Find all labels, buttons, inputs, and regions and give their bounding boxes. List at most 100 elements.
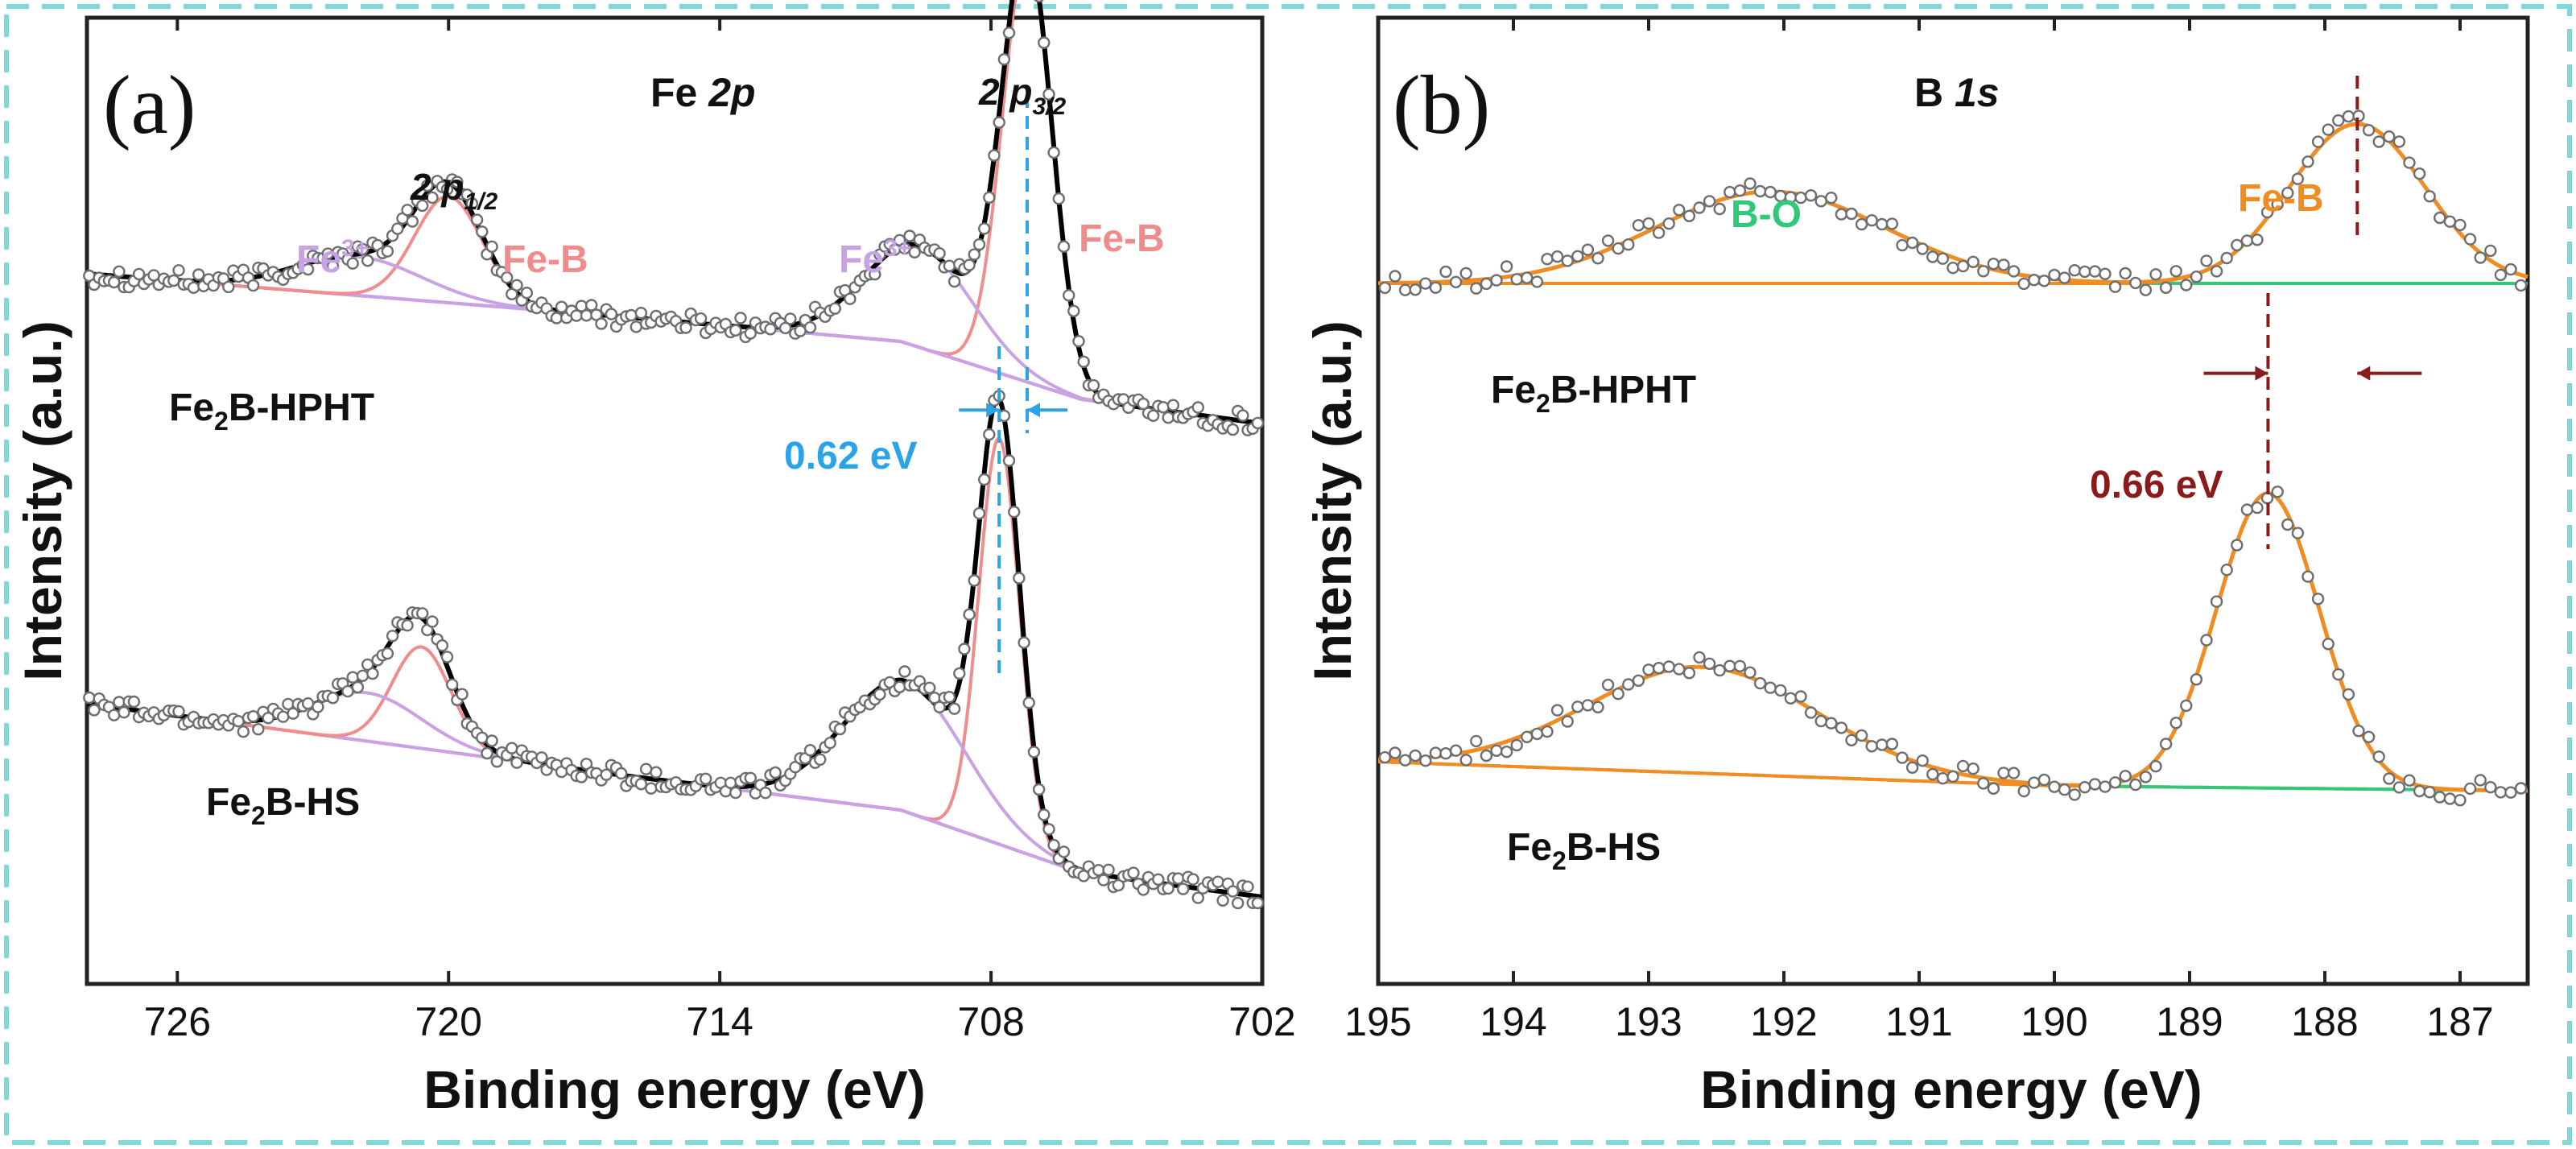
data-point (2313, 137, 2323, 147)
data-point (1552, 705, 1563, 716)
data-point (1999, 767, 2009, 778)
data-point (1847, 735, 1857, 746)
data-point (1461, 268, 1472, 279)
data-point (442, 651, 452, 662)
data-point (114, 267, 124, 277)
x-tick-label: 720 (415, 999, 482, 1044)
data-point (1492, 275, 1502, 286)
x-tick-label: 188 (2291, 999, 2358, 1044)
data-point (944, 261, 955, 271)
data-point (1038, 809, 1049, 820)
fe3-label-2p12: Fe3+ (296, 235, 369, 281)
data-point (1867, 215, 1877, 225)
data-point (2405, 775, 2415, 786)
data-point (949, 276, 960, 287)
data-point (935, 248, 945, 258)
data-point (770, 767, 781, 778)
data-point (522, 287, 532, 298)
shift-label-a: 0.62 eV (784, 435, 917, 477)
data-point (1907, 238, 1918, 248)
figure: 726 720 714 708 702 (a) Fe 2p 2 p3/2 2 p1/2 … (0, 0, 2576, 1149)
data-point (616, 768, 626, 779)
data-point (1168, 400, 1179, 411)
data-point (1623, 680, 1633, 690)
data-point (1958, 761, 1968, 771)
data-point (2394, 782, 2405, 792)
data-point (2140, 285, 2151, 296)
data-point (1836, 722, 1847, 733)
data-point (974, 239, 985, 250)
data-point (1218, 895, 1228, 906)
data-point (2434, 792, 2445, 803)
data-point (2100, 269, 2111, 279)
data-point (805, 745, 815, 755)
data-point (2050, 270, 2060, 280)
data-point (949, 704, 960, 714)
data-point (1532, 276, 1542, 287)
x-tick-label: 195 (1344, 999, 1411, 1044)
data-point (2110, 777, 2120, 787)
data-point (402, 620, 413, 630)
data-point (2242, 505, 2252, 515)
data-point (1876, 740, 1887, 750)
data-point (1907, 763, 1918, 773)
data-point (1644, 664, 1654, 675)
data-point (805, 322, 815, 333)
data-point (1593, 253, 1604, 263)
data-point (2445, 217, 2455, 227)
data-point (1806, 708, 1816, 718)
component-curve-b-1-1 (1378, 494, 2528, 791)
data-point (1400, 755, 1410, 766)
data-point (899, 667, 910, 677)
data-point (348, 672, 358, 683)
data-point (1816, 716, 1827, 726)
sample-b-hs-sub: 2 (1552, 846, 1567, 875)
data-point (835, 724, 845, 734)
data-point (1856, 219, 1867, 229)
data-point (1684, 211, 1695, 221)
data-point (512, 758, 522, 768)
panel-a-title: Fe 2p (650, 70, 756, 115)
data-point (1938, 773, 1948, 783)
data-point (1034, 0, 1044, 2)
data-point (830, 304, 840, 314)
panel-a-x-ticks: 726 720 714 708 702 (144, 18, 1296, 1044)
data-point (134, 269, 144, 279)
data-point (651, 767, 662, 778)
data-point (1034, 784, 1044, 795)
data-point (457, 689, 468, 700)
data-point (2475, 775, 2486, 785)
data-point (477, 226, 487, 237)
data-point (1948, 262, 1959, 273)
data-point (626, 310, 637, 320)
data-point (1785, 693, 1796, 704)
data-point (725, 778, 736, 788)
data-point (2506, 787, 2516, 798)
x-tick-label: 190 (2021, 999, 2087, 1044)
data-point (1856, 730, 1867, 741)
data-point (2151, 269, 2161, 279)
data-point (1461, 754, 1472, 765)
data-point (700, 774, 711, 784)
data-point (1451, 277, 1461, 287)
data-point (1836, 209, 1847, 220)
panel-b-data-points (1380, 111, 2526, 806)
data-point (328, 692, 338, 703)
data-point (2090, 779, 2100, 790)
data-point (984, 192, 994, 203)
data-point (1441, 267, 1451, 277)
data-point (1664, 662, 1674, 672)
data-point (1816, 196, 1827, 206)
data-point (1664, 218, 1674, 229)
data-point (2516, 783, 2526, 794)
data-point (1968, 763, 1979, 774)
data-point (2465, 234, 2475, 245)
data-point (2303, 572, 2314, 582)
sample-b-hs-main: Fe (1507, 826, 1552, 869)
data-point (1213, 877, 1224, 887)
data-point (974, 508, 985, 519)
data-point (303, 698, 313, 709)
x-tick-label: 191 (1885, 999, 1952, 1044)
data-point (989, 151, 1000, 161)
data-point (1430, 283, 1441, 293)
